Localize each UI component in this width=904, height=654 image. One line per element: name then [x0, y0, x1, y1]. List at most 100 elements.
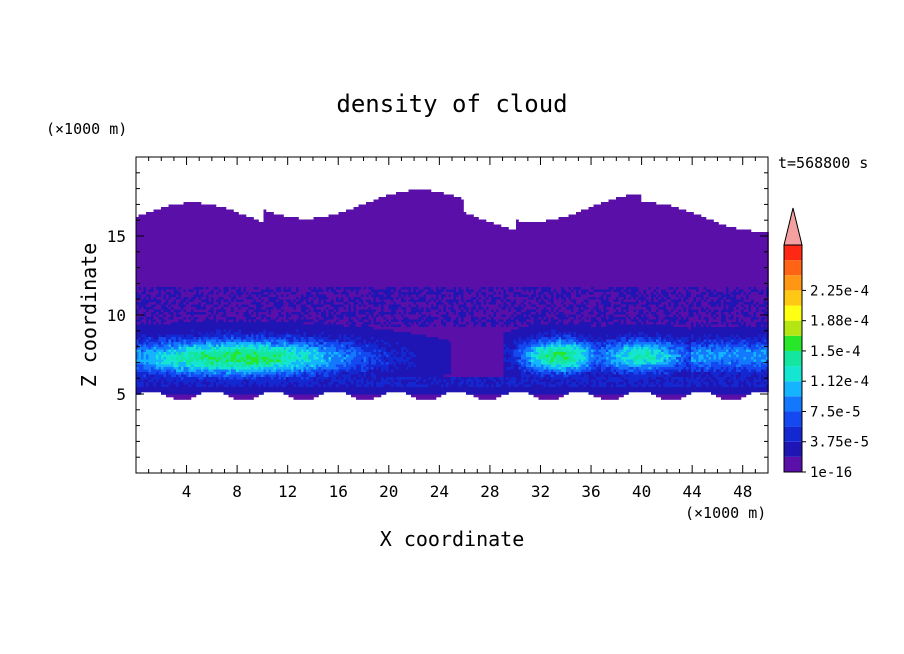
contour-cell: [251, 394, 254, 398]
contour-cell: [303, 279, 307, 283]
contour-cell: [263, 312, 267, 315]
contour-cell: [218, 374, 222, 378]
contour-cell: [248, 249, 252, 253]
contour-cell: [178, 379, 182, 383]
contour-cell: [196, 232, 199, 235]
contour-cell: [243, 334, 247, 338]
contour-cell: [273, 372, 277, 375]
contour-cell: [168, 249, 172, 253]
contour-cell: [151, 377, 154, 380]
contour-cell: [236, 257, 239, 260]
contour-cell: [296, 219, 299, 223]
contour-cell: [281, 217, 284, 220]
contour-cell: [291, 364, 294, 368]
contour-cell: [198, 357, 202, 360]
contour-cell: [253, 379, 257, 383]
contour-cell: [141, 387, 144, 390]
contour-cell: [218, 264, 222, 268]
contour-cell: [166, 259, 169, 263]
contour-cell: [136, 224, 139, 228]
contour-cell: [268, 382, 272, 385]
contour-cell: [176, 364, 179, 368]
contour-cell: [163, 324, 167, 328]
contour-cell: [146, 319, 149, 323]
contour-cell: [136, 284, 139, 288]
contour-cell: [221, 374, 224, 378]
contour-cell: [206, 239, 209, 243]
contour-cell: [233, 374, 237, 378]
contour-cell: [203, 274, 207, 278]
contour-cell: [218, 207, 222, 210]
contour-cell: [291, 277, 294, 280]
contour-cell: [206, 229, 209, 233]
contour-cell: [143, 334, 147, 338]
contour-cell: [193, 382, 197, 385]
contour-cell: [276, 259, 279, 263]
contour-cell: [138, 312, 142, 315]
contour-cell: [283, 337, 287, 340]
contour-cell: [216, 309, 219, 313]
contour-cell: [221, 339, 224, 343]
contour-cell: [218, 324, 222, 328]
contour-cell: [138, 332, 142, 335]
contour-cell: [228, 352, 232, 355]
contour-cell: [196, 382, 199, 385]
contour-cell: [303, 267, 307, 270]
contour-cell: [198, 262, 202, 265]
contour-cell: [186, 262, 189, 265]
contour-cell: [146, 334, 149, 338]
contour-cell: [198, 237, 202, 240]
contour-cell: [266, 382, 269, 385]
contour-cell: [208, 352, 212, 355]
contour-cell: [233, 372, 237, 375]
contour-cell: [148, 239, 152, 243]
contour-cell: [143, 379, 147, 383]
contour-cell: [163, 382, 167, 385]
contour-cell: [213, 232, 217, 235]
contour-cell: [136, 362, 139, 365]
contour-cell: [246, 297, 249, 300]
contour-cell: [238, 362, 242, 365]
contour-cell: [278, 344, 282, 348]
contour-cell: [231, 294, 234, 298]
contour-cell: [273, 379, 277, 383]
contour-cell: [268, 379, 272, 383]
contour-cell: [246, 344, 249, 348]
contour-cell: [203, 244, 207, 248]
contour-cell: [188, 359, 192, 363]
contour-cell: [288, 319, 292, 323]
contour-cell: [251, 282, 254, 285]
contour-cell: [303, 232, 307, 235]
contour-cell: [206, 359, 209, 363]
contour-cell: [176, 292, 179, 295]
contour-cell: [218, 302, 222, 305]
contour-cell: [266, 232, 269, 235]
contour-cell: [216, 357, 219, 360]
contour-cell: [146, 284, 149, 288]
contour-cell: [238, 284, 242, 288]
contour-cell: [158, 247, 162, 250]
contour-cell: [271, 312, 274, 315]
contour-cell: [296, 282, 299, 285]
contour-cell: [293, 359, 297, 363]
contour-cell: [296, 262, 299, 265]
contour-cell: [293, 234, 297, 238]
contour-cell: [263, 302, 267, 305]
contour-cell: [143, 234, 147, 238]
contour-cell: [286, 352, 289, 355]
contour-cell: [248, 222, 252, 225]
contour-cell: [248, 337, 252, 340]
contour-cell: [291, 249, 294, 253]
contour-cell: [251, 397, 254, 400]
contour-cell: [286, 282, 289, 285]
contour-cell: [231, 329, 234, 333]
contour-cell: [271, 289, 274, 293]
contour-cell: [243, 252, 247, 255]
contour-cell: [186, 379, 189, 383]
contour-cell: [248, 344, 252, 348]
contour-cell: [241, 239, 244, 243]
contour-cell: [206, 212, 209, 215]
contour-cell: [173, 342, 177, 345]
contour-cell: [173, 269, 177, 273]
contour-cell: [268, 289, 272, 293]
